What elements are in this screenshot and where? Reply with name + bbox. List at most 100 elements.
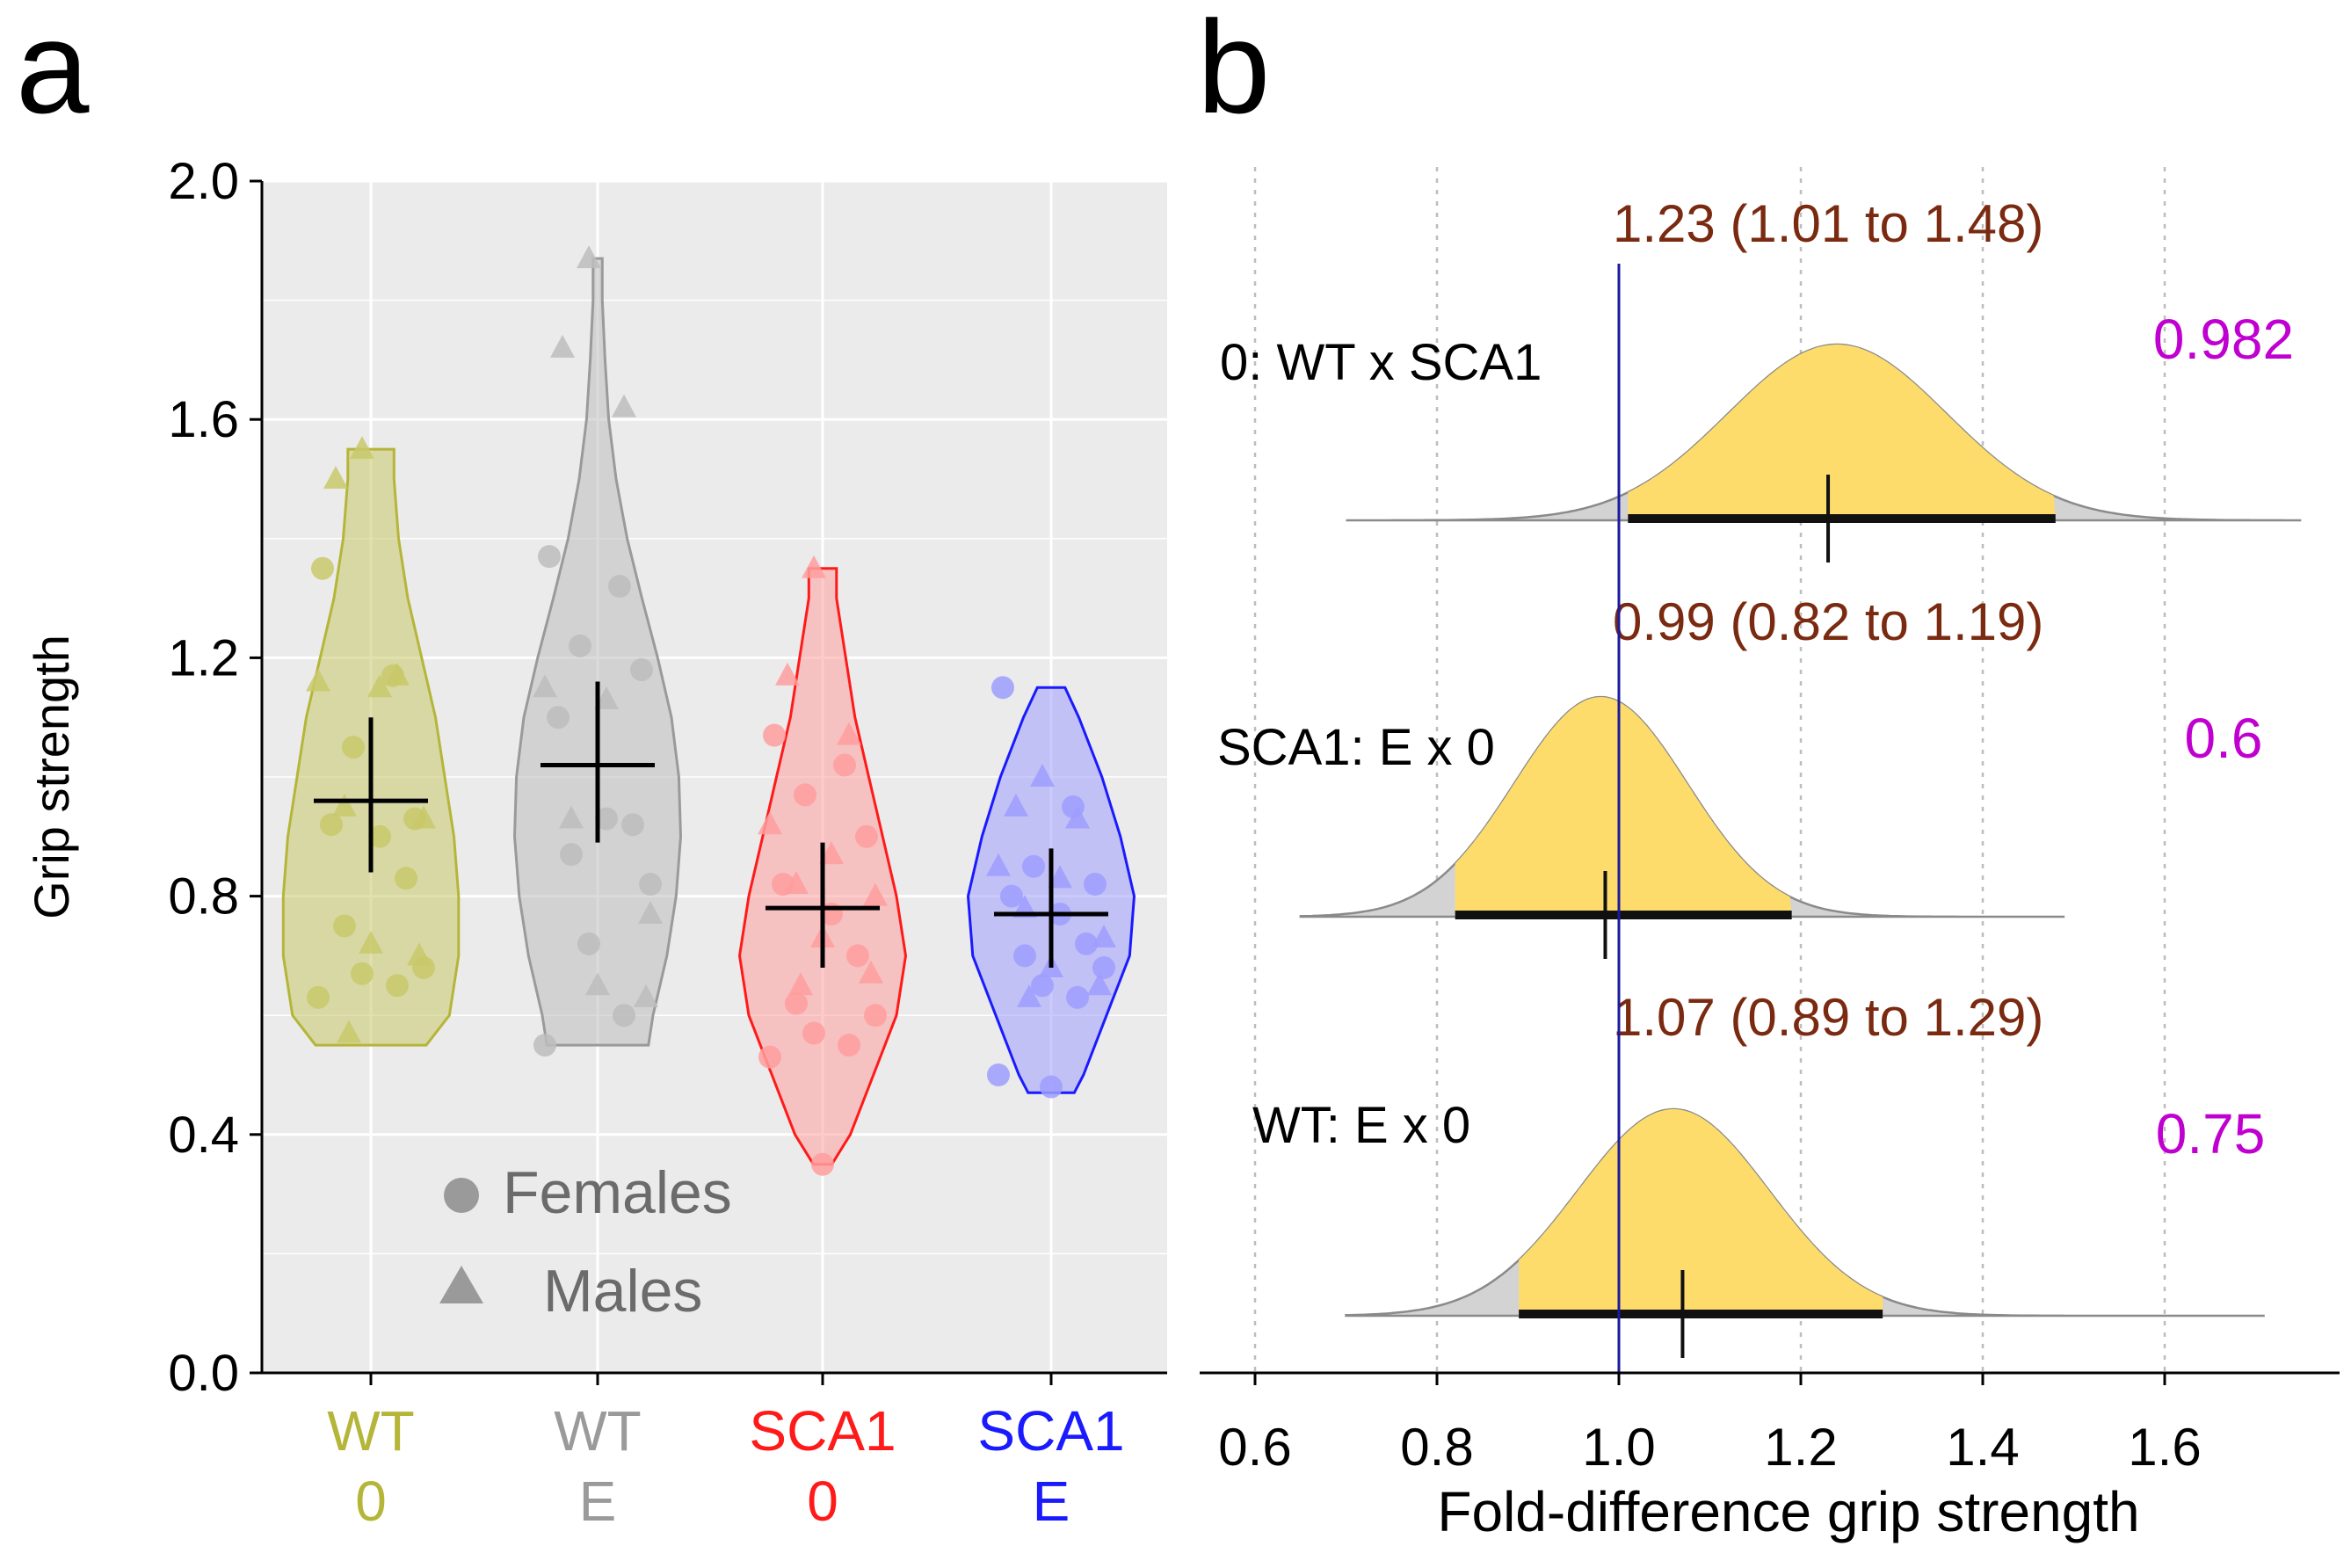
x-axis: 0.6 0.8 1.0 1.2 1.4 1.6: [1200, 1371, 2340, 1477]
male-point: [323, 466, 348, 489]
female-point: [342, 736, 365, 759]
female-point: [577, 932, 600, 955]
male-point: [784, 871, 809, 895]
female-point: [621, 813, 644, 837]
female-point: [333, 914, 356, 938]
x-label-line1: SCA1: [749, 1399, 896, 1463]
female-point: [1022, 854, 1045, 878]
male-point: [594, 686, 619, 709]
female-point: [630, 657, 653, 681]
female-point: [987, 1063, 1010, 1086]
female-point: [785, 991, 808, 1015]
x-label-line2: 0: [807, 1470, 838, 1533]
female-point: [386, 974, 409, 998]
estimate-text: 1.23 (1.01 to 1.48): [1613, 194, 2043, 253]
y-tick-label: 1.2: [168, 629, 239, 686]
male-point: [411, 805, 436, 829]
male-point: [559, 805, 584, 829]
posterior-panel: 1.23 (1.01 to 1.48) 0: WT x SCA1 0.982 0.99…: [1200, 167, 2340, 1543]
y-tick-label: 0.8: [168, 868, 239, 926]
female-point: [351, 962, 374, 985]
legend-females-label: Females: [503, 1159, 732, 1226]
female-point: [595, 807, 618, 831]
credible-interval-fill: [1519, 1109, 1883, 1316]
panel-a-label: a: [16, 0, 90, 141]
male-point: [1017, 984, 1041, 1007]
female-point: [1084, 873, 1107, 897]
data-points: [306, 245, 1116, 1176]
male-point: [577, 245, 601, 269]
female-point: [811, 1152, 834, 1176]
male-point: [986, 853, 1011, 876]
male-point: [332, 793, 357, 817]
male-point: [306, 668, 330, 692]
x-label-line1: SCA1: [977, 1399, 1124, 1463]
x-tick-label: 0.8: [1400, 1418, 1473, 1477]
x-label-line1: WT: [327, 1399, 415, 1463]
female-point: [794, 783, 816, 807]
violin-plot-panel: 0.0 0.4 0.8 1.2 1.6 2.0 WT 0 WT E SCA1 0 SCA1 E Grip…: [24, 153, 1167, 1533]
male-point: [550, 334, 575, 358]
male-point: [337, 1020, 361, 1043]
estimate-text: 1.07 (0.89 to 1.29): [1613, 988, 2043, 1047]
row-label: SCA1: E x 0: [1217, 719, 1495, 776]
x-axis-title: Fold-difference grip strength: [1437, 1480, 2139, 1543]
male-point: [758, 811, 782, 835]
female-point: [307, 985, 330, 1009]
male-point: [367, 674, 392, 698]
male-point: [1030, 764, 1055, 787]
x-tick-label: 1.6: [2128, 1418, 2201, 1477]
x-label-line2: E: [1033, 1470, 1070, 1533]
female-point: [613, 1004, 635, 1027]
x-tick-label: 1.4: [1946, 1418, 2019, 1477]
female-point: [639, 873, 662, 897]
female-point: [311, 556, 334, 580]
male-point: [359, 930, 383, 954]
male-point: [1092, 925, 1116, 948]
female-point: [538, 545, 561, 569]
female-point: [1066, 985, 1089, 1009]
mean-crosses: [314, 681, 1108, 968]
y-axis-title: Grip strength: [24, 635, 79, 919]
density-rows: 1.23 (1.01 to 1.48) 0: WT x SCA1 0.982 0.99…: [1217, 194, 2302, 1358]
female-point: [1013, 944, 1036, 968]
female-point: [1000, 884, 1023, 908]
credible-interval-fill: [1628, 345, 2056, 520]
y-tick-label: 0.4: [168, 1107, 239, 1164]
female-point: [846, 944, 869, 968]
female-point: [608, 575, 631, 599]
x-tick-label: 0.6: [1218, 1418, 1291, 1477]
x-tick-label: 1.2: [1764, 1418, 1837, 1477]
male-point: [533, 674, 557, 698]
row-label: 0: WT x SCA1: [1220, 334, 1542, 391]
male-point: [788, 972, 813, 996]
legend-circle-marker: [444, 1178, 479, 1213]
x-tick-label: 1.0: [1582, 1418, 1655, 1477]
female-point: [533, 1034, 556, 1057]
female-point: [368, 824, 391, 848]
male-point: [1048, 865, 1072, 889]
male-point: [350, 436, 374, 460]
female-point: [864, 1004, 887, 1027]
legend-males-label: Males: [543, 1258, 702, 1325]
male-point: [819, 841, 844, 865]
probability-value: 0.75: [2156, 1102, 2266, 1165]
male-point: [634, 984, 658, 1007]
female-point: [320, 813, 343, 837]
probability-value: 0.982: [2153, 308, 2294, 371]
male-point: [1004, 793, 1028, 817]
female-point: [1092, 955, 1115, 979]
male-point: [1087, 972, 1112, 996]
estimate-text: 0.99 (0.82 to 1.19): [1613, 592, 2043, 651]
male-point: [612, 394, 636, 417]
female-point: [560, 843, 583, 867]
male-point: [802, 555, 826, 578]
female-point: [855, 824, 878, 848]
x-axis-labels: WT 0 WT E SCA1 0 SCA1 E: [327, 1399, 1124, 1533]
female-point: [395, 867, 417, 890]
female-point: [802, 1021, 825, 1045]
female-point: [763, 723, 786, 747]
male-point: [859, 960, 883, 984]
row-label: WT: E x 0: [1252, 1097, 1470, 1154]
